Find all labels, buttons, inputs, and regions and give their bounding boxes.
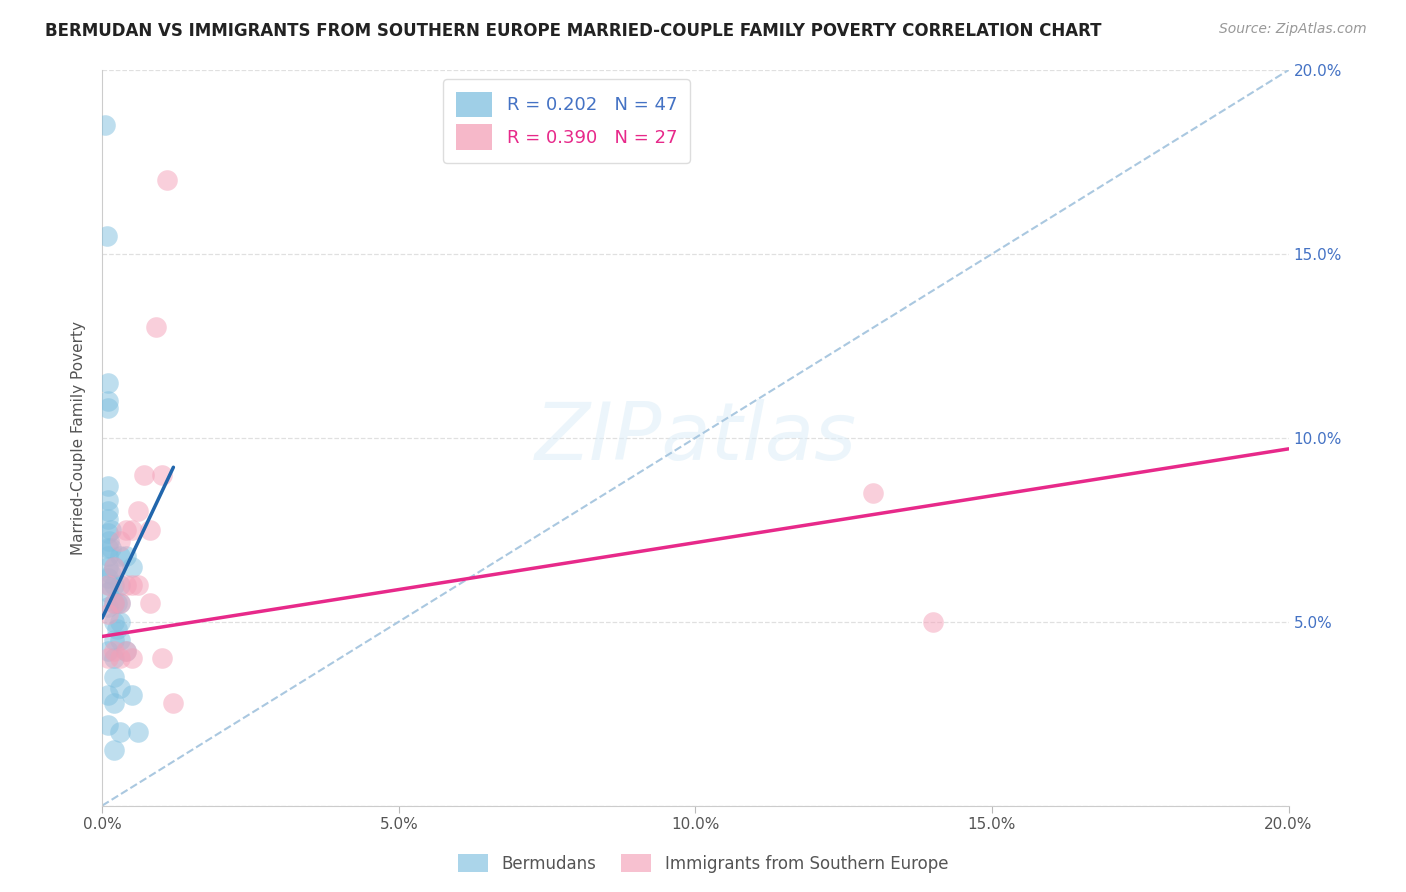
Point — [97, 559, 120, 574]
Point — [97, 493, 120, 508]
Point — [108, 633, 131, 648]
Point — [121, 578, 143, 592]
Point — [97, 688, 120, 702]
Point — [97, 526, 120, 541]
Point — [103, 578, 125, 592]
Point — [138, 596, 160, 610]
Point — [115, 644, 138, 658]
Point — [127, 578, 149, 592]
Point — [97, 504, 120, 518]
Point — [97, 401, 120, 416]
Point — [103, 559, 125, 574]
Point — [862, 486, 884, 500]
Point — [108, 596, 131, 610]
Point — [103, 651, 125, 665]
Point — [162, 696, 184, 710]
Point — [138, 523, 160, 537]
Point — [97, 512, 120, 526]
Point — [97, 578, 120, 592]
Point — [100, 541, 122, 556]
Point — [121, 559, 143, 574]
Point — [105, 622, 128, 636]
Point — [150, 467, 173, 482]
Point — [97, 478, 120, 492]
Text: Source: ZipAtlas.com: Source: ZipAtlas.com — [1219, 22, 1367, 37]
Point — [921, 615, 943, 629]
Point — [108, 549, 131, 563]
Point — [97, 607, 120, 622]
Point — [127, 504, 149, 518]
Point — [115, 644, 138, 658]
Point — [97, 644, 120, 658]
Point — [97, 717, 120, 731]
Point — [97, 651, 120, 665]
Point — [103, 596, 125, 610]
Point — [98, 578, 121, 592]
Point — [132, 467, 155, 482]
Point — [97, 585, 120, 599]
Point — [121, 523, 143, 537]
Point — [145, 320, 167, 334]
Point — [103, 696, 125, 710]
Point — [103, 596, 125, 610]
Point — [100, 523, 122, 537]
Point — [103, 633, 125, 648]
Point — [121, 688, 143, 702]
Legend: Bermudans, Immigrants from Southern Europe: Bermudans, Immigrants from Southern Euro… — [451, 847, 955, 880]
Point — [108, 725, 131, 739]
Point — [97, 376, 120, 390]
Point — [103, 559, 125, 574]
Point — [98, 533, 121, 548]
Point — [97, 599, 120, 614]
Point — [108, 596, 131, 610]
Point — [108, 533, 131, 548]
Point — [150, 651, 173, 665]
Point — [115, 523, 138, 537]
Y-axis label: Married-Couple Family Poverty: Married-Couple Family Poverty — [72, 321, 86, 555]
Text: ZIPatlas: ZIPatlas — [534, 399, 856, 477]
Point — [97, 571, 120, 585]
Point — [115, 578, 138, 592]
Point — [121, 651, 143, 665]
Point — [96, 228, 118, 243]
Point — [108, 615, 131, 629]
Point — [115, 549, 138, 563]
Point — [97, 549, 120, 563]
Point — [108, 578, 131, 592]
Point — [103, 615, 125, 629]
Point — [97, 541, 120, 556]
Point — [103, 743, 125, 757]
Point — [108, 651, 131, 665]
Point — [103, 644, 125, 658]
Point — [156, 173, 179, 187]
Text: BERMUDAN VS IMMIGRANTS FROM SOUTHERN EUROPE MARRIED-COUPLE FAMILY POVERTY CORREL: BERMUDAN VS IMMIGRANTS FROM SOUTHERN EUR… — [45, 22, 1101, 40]
Point — [105, 596, 128, 610]
Point — [97, 394, 120, 409]
Point — [103, 670, 125, 684]
Point — [127, 725, 149, 739]
Point — [100, 566, 122, 581]
Legend: R = 0.202   N = 47, R = 0.390   N = 27: R = 0.202 N = 47, R = 0.390 N = 27 — [443, 79, 690, 162]
Point — [94, 118, 117, 132]
Point — [108, 681, 131, 695]
